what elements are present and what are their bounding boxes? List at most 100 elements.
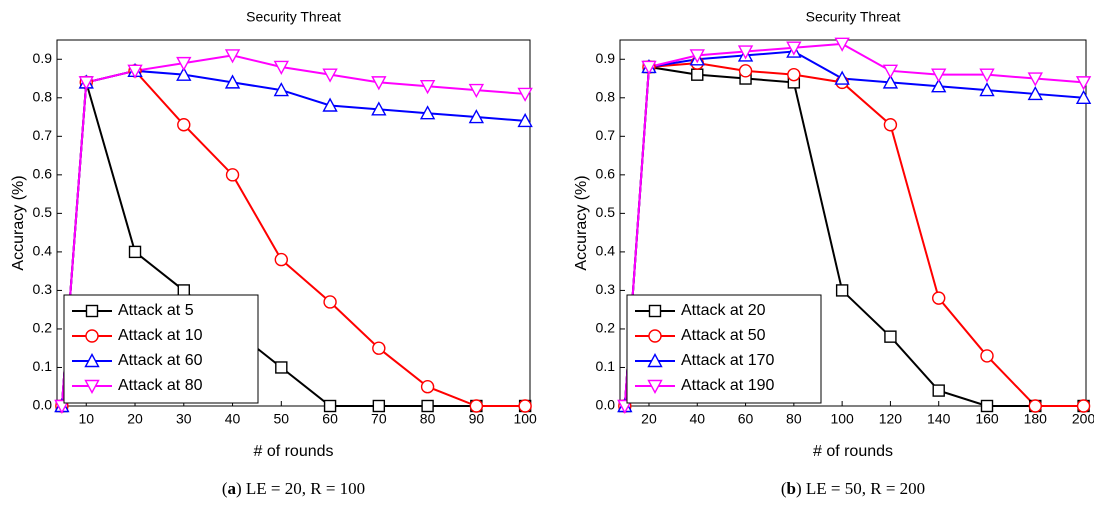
marker (931, 78, 947, 93)
y-tick-label: 0.9 (33, 50, 53, 66)
legend-label: Attack at 170 (681, 352, 774, 369)
marker (882, 74, 899, 89)
marker (323, 399, 337, 413)
marker (689, 49, 705, 64)
marker (786, 41, 802, 56)
marker (128, 245, 142, 259)
marker (691, 68, 704, 81)
marker (980, 349, 994, 363)
marker (834, 37, 850, 52)
marker (84, 353, 100, 368)
marker (517, 87, 533, 102)
y-tick-label: 0.7 (596, 127, 616, 143)
marker (518, 399, 532, 413)
caption: (b) LE = 50, R = 200 (781, 479, 925, 498)
legend-label: Attack at 190 (681, 377, 774, 394)
marker (979, 82, 995, 97)
x-tick-label: 160 (975, 411, 999, 427)
x-tick-label: 40 (225, 411, 241, 427)
x-tick-label: 80 (786, 411, 802, 427)
chart-title: Security Threat (246, 9, 341, 25)
marker (647, 379, 663, 394)
marker (932, 384, 945, 397)
marker (419, 105, 436, 120)
y-tick-label: 0.4 (596, 243, 616, 259)
marker (273, 60, 289, 75)
y-tick-label: 0.9 (596, 50, 616, 66)
y-tick-label: 0.3 (33, 281, 53, 297)
y-tick-label: 0.0 (33, 397, 53, 413)
caption-part: ( (222, 479, 228, 498)
x-tick-label: 10 (78, 411, 94, 427)
caption-part: ) LE = 20, R = 100 (236, 479, 365, 498)
marker (641, 60, 657, 75)
x-tick-label: 60 (738, 411, 754, 427)
x-tick-label: 30 (176, 411, 192, 427)
x-axis-label: # of rounds (813, 443, 893, 460)
marker (469, 399, 484, 413)
marker (372, 341, 386, 355)
caption: (a) LE = 20, R = 100 (222, 479, 365, 498)
y-tick-label: 0.3 (596, 281, 616, 297)
x-tick-label: 70 (371, 411, 387, 427)
marker (85, 329, 99, 343)
y-tick-label: 0.8 (33, 88, 53, 104)
y-tick-label: 0.0 (596, 397, 616, 413)
marker (835, 284, 849, 297)
marker (737, 45, 754, 60)
y-tick-label: 0.8 (596, 88, 616, 104)
y-tick-label: 0.2 (33, 320, 53, 336)
marker (322, 97, 338, 112)
marker (419, 80, 436, 95)
legend: Attack at 5 Attack at 10 Attack at 60 Attac… (63, 294, 259, 404)
marker (275, 361, 288, 374)
marker (177, 118, 191, 132)
marker (787, 67, 801, 82)
marker (84, 379, 100, 394)
y-tick-label: 0.1 (33, 358, 53, 374)
marker (882, 64, 899, 79)
marker (1027, 85, 1043, 101)
plot-frame (56, 39, 531, 407)
legend-label: Attack at 80 (118, 377, 203, 394)
marker (931, 68, 947, 83)
x-axis-label: # of rounds (253, 443, 333, 460)
marker (274, 252, 289, 267)
marker (979, 68, 995, 83)
x-tick-label: 20 (127, 411, 143, 427)
x-tick-label: 120 (879, 411, 903, 427)
caption-part: ( (781, 479, 787, 498)
chart-title: Security Threat (806, 9, 901, 25)
marker (1075, 76, 1092, 91)
marker (647, 353, 663, 368)
marker (273, 82, 289, 97)
chart-panel: Security Threat 0.0 0.1 0.2 0.3 0.4 0.5 0.6 0.7 0… (573, 9, 1094, 498)
y-tick-label: 0.5 (596, 204, 616, 220)
x-tick-label: 180 (1024, 411, 1048, 427)
marker (85, 304, 99, 318)
y-tick-label: 0.6 (33, 166, 53, 182)
marker (176, 66, 192, 81)
caption-part: a (227, 479, 236, 498)
chart-panel: Security Threat 0.0 0.1 0.2 0.3 0.4 0.5 0.6 0.7 0… (10, 9, 537, 498)
marker (421, 399, 434, 413)
marker (648, 329, 662, 343)
legend-label: Attack at 20 (681, 302, 766, 319)
caption-part: b (787, 479, 796, 498)
y-axis-label: Accuracy (%) (573, 175, 590, 270)
x-tick-label: 40 (689, 411, 705, 427)
marker (224, 74, 241, 89)
x-tick-label: 20 (641, 411, 657, 427)
caption-part: ) LE = 50, R = 200 (796, 479, 925, 498)
marker (883, 118, 898, 132)
x-tick-label: 140 (927, 411, 951, 427)
marker (468, 83, 485, 99)
legend-label: Attack at 5 (118, 302, 194, 319)
y-tick-label: 0.7 (33, 127, 53, 143)
marker (468, 109, 485, 124)
marker (224, 49, 241, 64)
marker (372, 399, 386, 413)
marker (1027, 72, 1043, 87)
marker (420, 380, 435, 394)
marker (1028, 399, 1042, 413)
